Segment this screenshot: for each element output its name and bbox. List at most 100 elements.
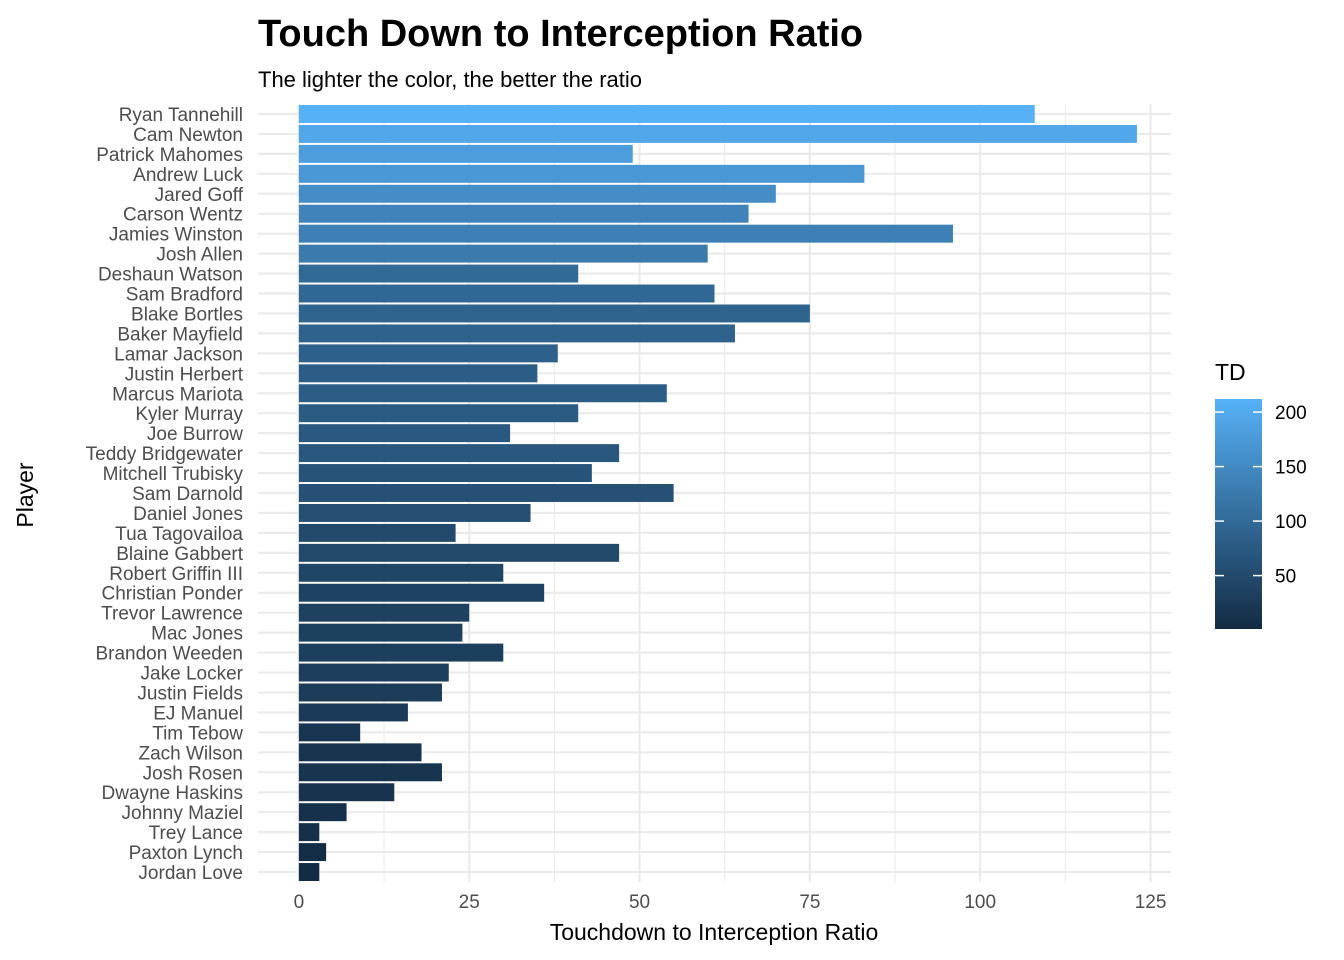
y-tick-label: Patrick Mahomes — [96, 145, 243, 166]
y-tick-label: Blaine Gabbert — [116, 544, 243, 565]
y-tick-label: Paxton Lynch — [129, 843, 243, 864]
y-tick-label: Carson Wentz — [123, 205, 243, 226]
bar — [298, 104, 1035, 123]
y-tick-label: Ryan Tannehill — [119, 105, 243, 126]
bar — [298, 404, 579, 423]
bar — [298, 543, 620, 562]
y-tick-label: Jamies Winston — [109, 225, 243, 246]
bar — [298, 723, 361, 742]
y-tick-label: Zach Wilson — [138, 743, 243, 764]
y-tick-label: Trevor Lawrence — [101, 604, 243, 625]
y-tick-label: Jake Locker — [141, 664, 244, 685]
bar — [298, 204, 749, 223]
y-tick-label: Robert Griffin III — [109, 564, 243, 585]
bar — [298, 304, 810, 323]
y-tick-label: Daniel Jones — [133, 504, 243, 525]
bar — [298, 244, 708, 263]
bar — [298, 324, 735, 343]
bar — [298, 683, 442, 702]
legend-ticks: 50 100 150 200 — [1215, 403, 1307, 588]
x-tick-label: 125 — [1135, 892, 1167, 913]
chart-subtitle: The lighter the color, the better the ra… — [258, 67, 642, 92]
y-tick-label: Sam Darnold — [132, 484, 243, 505]
bar — [298, 823, 320, 842]
bars — [298, 104, 1137, 882]
y-tick-label: Josh Rosen — [143, 763, 243, 784]
y-tick-label: Marcus Mariota — [112, 384, 243, 405]
legend: TD 50 100 150 200 — [1215, 359, 1307, 629]
y-tick-label: Jared Goff — [155, 185, 244, 206]
x-axis-title: Touchdown to Interception Ratio — [550, 919, 879, 945]
y-axis-title: Player — [12, 462, 38, 528]
x-tick-label: 0 — [294, 892, 305, 913]
x-tick-label: 100 — [964, 892, 996, 913]
y-tick-label: Brandon Weeden — [95, 644, 243, 665]
y-tick-label: Tua Tagovailoa — [115, 524, 243, 545]
bar — [298, 763, 442, 782]
y-tick-label: Lamar Jackson — [114, 344, 243, 365]
y-tick-label: Mac Jones — [151, 624, 243, 645]
bar — [298, 703, 408, 722]
legend-tick-label: 150 — [1275, 458, 1307, 479]
bar — [298, 264, 579, 283]
bar — [298, 863, 320, 882]
y-tick-label: EJ Manuel — [153, 703, 243, 724]
bar — [298, 164, 865, 183]
legend-tick-label: 100 — [1275, 512, 1307, 533]
y-tick-label: Andrew Luck — [133, 165, 243, 186]
bar — [298, 523, 456, 542]
y-tick-label: Jordan Love — [138, 863, 243, 884]
y-tick-label: Deshaun Watson — [98, 265, 243, 286]
y-tick-label: Tim Tebow — [152, 723, 243, 744]
bar — [298, 484, 674, 502]
y-tick-label: Joe Burrow — [147, 424, 243, 445]
y-tick-label: Christian Ponder — [101, 584, 243, 605]
y-tick-label: Mitchell Trubisky — [103, 464, 244, 485]
bar — [298, 444, 620, 463]
y-tick-label: Sam Bradford — [126, 285, 243, 306]
y-tick-label: Blake Bortles — [131, 304, 243, 325]
x-tick-label: 50 — [629, 892, 650, 913]
legend-tick-label: 200 — [1275, 403, 1307, 424]
legend-tick-label: 50 — [1275, 567, 1296, 588]
y-tick-label: Johnny Maziel — [122, 803, 243, 824]
y-tick-label: Dwayne Haskins — [102, 783, 244, 804]
bar — [298, 783, 395, 802]
bar — [298, 284, 715, 303]
y-tick-label: Cam Newton — [133, 125, 243, 146]
bar — [298, 643, 504, 662]
bar — [298, 623, 463, 642]
y-tick-label: Trey Lance — [149, 823, 243, 844]
bar — [298, 344, 558, 363]
chart-title: Touch Down to Interception Ratio — [258, 13, 863, 55]
bar — [298, 384, 667, 403]
bar — [298, 603, 470, 622]
bar — [298, 563, 504, 582]
bar — [298, 424, 511, 443]
bar — [298, 743, 422, 762]
y-tick-label: Baker Mayfield — [117, 324, 243, 345]
bar — [298, 843, 327, 862]
bar — [298, 464, 592, 483]
bar — [298, 144, 633, 163]
y-tick-label: Justin Herbert — [125, 364, 244, 385]
y-tick-label: Josh Allen — [156, 245, 243, 266]
y-tick-label: Kyler Murray — [135, 404, 243, 425]
x-tick-label: 75 — [799, 892, 820, 913]
bar — [298, 803, 347, 822]
bar — [298, 224, 953, 243]
y-tick-label: Justin Fields — [137, 683, 243, 704]
legend-title: TD — [1215, 359, 1246, 385]
legend-colorbar — [1215, 399, 1262, 629]
bar — [298, 503, 531, 522]
bar — [298, 364, 538, 383]
x-tick-label: 25 — [459, 892, 480, 913]
bar — [298, 124, 1137, 143]
bar — [298, 184, 776, 203]
bar — [298, 583, 545, 602]
y-tick-label: Teddy Bridgewater — [86, 444, 244, 465]
x-tick-labels: 0 25 50 75 100 125 — [294, 892, 1167, 913]
bar — [298, 663, 449, 682]
